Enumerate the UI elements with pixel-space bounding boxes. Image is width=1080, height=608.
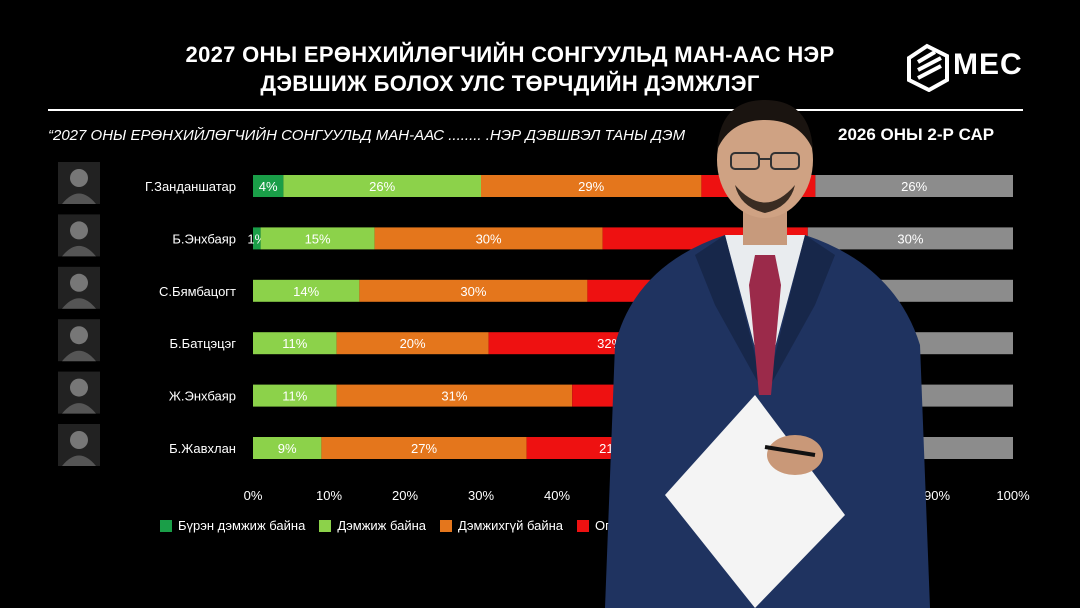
- x-tick-label: 20%: [392, 488, 418, 503]
- survey-question: “2027 ОНЫ ЕРӨНХИЙЛӨГЧИЙН СОНГУУЛЬД МАН-А…: [48, 127, 686, 144]
- category-label: Б.Жавхлан: [169, 441, 236, 456]
- candidate-photo-head: [70, 378, 88, 397]
- survey-period: 2026 ОНЫ 2-Р САР: [838, 125, 995, 144]
- data-label: 20%: [400, 336, 426, 351]
- legend-label: Бүрэн дэмжиж байна: [178, 518, 306, 533]
- data-label: 9%: [278, 441, 297, 456]
- data-label: 21: [599, 441, 613, 456]
- data-label: 15%: [305, 231, 331, 246]
- legend-label: Дэмжихгүй байна: [458, 518, 564, 533]
- x-tick-label: 10%: [316, 488, 342, 503]
- data-label: 11%: [282, 389, 307, 404]
- bar-segment: [253, 175, 284, 197]
- x-tick-label: 0%: [244, 488, 263, 503]
- candidate-photo-body: [62, 193, 96, 204]
- candidate-photo-body: [62, 403, 96, 414]
- bar-segment: [359, 279, 588, 302]
- legend-item: Дэмжихгүй байна: [440, 518, 563, 533]
- data-label: 4%: [259, 179, 278, 194]
- candidate-photo-body: [62, 350, 96, 362]
- legend-swatch: [160, 519, 172, 532]
- bar-segment: [253, 279, 360, 302]
- bar-segment: [321, 437, 527, 459]
- legend-label: Дэмжиж байна: [337, 518, 427, 533]
- mec-logo: MEC: [905, 40, 1035, 96]
- legend-swatch: [577, 519, 590, 532]
- category-label: Ж.Энхбаяр: [169, 389, 236, 404]
- bar-segment: [336, 332, 489, 355]
- politician-photo: [605, 100, 930, 608]
- data-label: 27%: [411, 441, 437, 456]
- data-label: 11%: [282, 336, 307, 351]
- candidate-photo-body: [62, 245, 96, 257]
- bar-segment: [253, 437, 322, 459]
- bar-segment: [260, 227, 375, 250]
- x-tick-label: 40%: [544, 488, 570, 503]
- bar-segment: [481, 175, 702, 197]
- candidate-photo-head: [70, 221, 88, 240]
- candidate-photo-head: [70, 326, 88, 345]
- title-divider: [48, 109, 1023, 111]
- bar-segment: [253, 384, 337, 407]
- data-label: 26%: [901, 179, 927, 194]
- category-label: С.Бямбацогт: [159, 284, 236, 299]
- bar-segment: [336, 384, 573, 407]
- x-tick-label: 100%: [996, 488, 1030, 503]
- bar-segment: [283, 175, 481, 197]
- bar-segment: [807, 227, 1013, 250]
- candidate-photo-body: [62, 298, 96, 309]
- category-label: Б.Энхбаяр: [172, 231, 236, 246]
- candidate-photo-body: [62, 455, 96, 466]
- logo-text: MEC: [953, 48, 1023, 81]
- legend-item: Бүрэн дэмжиж байна: [160, 518, 305, 533]
- data-label: 29%: [578, 179, 604, 194]
- data-label: 14%: [293, 284, 319, 299]
- data-label: 30%: [897, 231, 923, 246]
- legend-swatch: [319, 519, 332, 532]
- bar-segment: [253, 227, 261, 250]
- bar-segment: [253, 332, 337, 355]
- chart-title: 2027 ОНЫ ЕРӨНХИЙЛӨГЧИЙН СОНГУУЛЬД МАН-АА…: [80, 40, 940, 98]
- data-label: 30%: [460, 284, 486, 299]
- mec-logo-icon: [907, 43, 949, 92]
- category-label: Б.Батцэцэг: [170, 336, 237, 351]
- category-label: Г.Занданшатар: [145, 179, 236, 194]
- data-label: 26%: [369, 179, 395, 194]
- x-tick-label: 30%: [468, 488, 494, 503]
- candidate-photo-head: [70, 431, 88, 449]
- candidate-photo-head: [70, 273, 88, 292]
- data-label: 31%: [441, 389, 467, 404]
- title-line-1: 2027 ОНЫ ЕРӨНХИЙЛӨГЧИЙН СОНГУУЛЬД МАН-АА…: [185, 42, 835, 67]
- title-line-2: ДЭВШИЖ БОЛОХ УЛС ТӨРЧДИЙН ДЭМЖЛЭГ: [260, 71, 760, 96]
- candidate-photo-head: [70, 169, 88, 187]
- x-tick-label: 90%: [924, 488, 950, 503]
- legend-swatch: [440, 519, 453, 532]
- bar-segment: [815, 175, 1013, 197]
- data-label: 30%: [476, 231, 502, 246]
- legend-item: Дэмжиж байна: [319, 518, 426, 533]
- bar-segment: [374, 227, 603, 250]
